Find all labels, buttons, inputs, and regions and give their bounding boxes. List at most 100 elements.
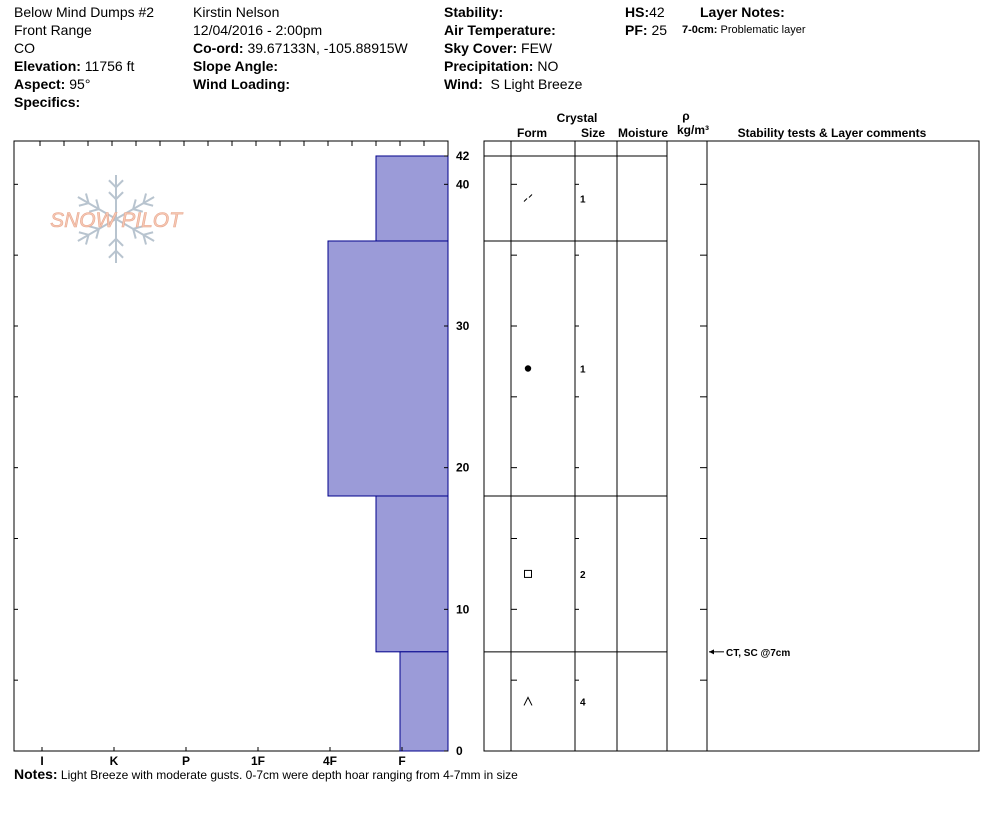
slope-label: Slope Angle: bbox=[193, 58, 279, 74]
aspect-label: Aspect: bbox=[14, 76, 66, 92]
observer-name: Kirstin Nelson bbox=[193, 4, 280, 20]
snowflake-branch bbox=[132, 225, 144, 230]
header-col1: Below Mind Dumps #2 Front Range CO Eleva… bbox=[14, 3, 154, 111]
wind-label: Wind: bbox=[444, 76, 483, 92]
stability-test-annotation: CT, SC @7cm bbox=[726, 648, 790, 659]
decomposing-grain-icon bbox=[523, 194, 533, 202]
snowflake-arm bbox=[115, 196, 155, 220]
form-header: Form bbox=[517, 126, 547, 140]
layer-notes-title: Layer Notes: bbox=[700, 3, 806, 21]
header-col2: Kirstin Nelson 12/04/2016 - 2:00pm Co-or… bbox=[193, 3, 408, 93]
sky-value: FEW bbox=[521, 40, 553, 56]
hardness-axis-label: 1F bbox=[251, 754, 265, 768]
wind-loading-label: Wind Loading: bbox=[193, 76, 291, 92]
layer-table-frame bbox=[483, 140, 980, 752]
depth-tick-label: 20 bbox=[456, 461, 470, 475]
precip-row: Precipitation: NO bbox=[444, 57, 582, 75]
precip-value: NO bbox=[537, 58, 559, 74]
hardness-axis-label: K bbox=[110, 754, 119, 768]
hardness-bar bbox=[375, 155, 449, 242]
notes-text: Light Breeze with moderate gusts. 0-7cm … bbox=[60, 768, 518, 782]
hs-label: HS: bbox=[625, 4, 650, 20]
specifics-row: Specifics: bbox=[14, 93, 154, 111]
elevation-value: 11756 ft bbox=[84, 58, 135, 74]
header-col4: HS:42 PF: 25 bbox=[625, 3, 667, 39]
precip-label: Precipitation: bbox=[444, 58, 534, 74]
hardness-axis-label: I bbox=[40, 754, 43, 768]
notes-row: Notes: Light Breeze with moderate gusts.… bbox=[14, 766, 518, 782]
observation-datetime: 12/04/2016 - 2:00pm bbox=[193, 22, 323, 38]
hardness-bar bbox=[375, 495, 449, 653]
stability-row: Stability: bbox=[444, 3, 582, 21]
snowflake-branch bbox=[115, 179, 124, 189]
layer-note-range: 7-0cm: bbox=[682, 24, 718, 36]
wind-value: S Light Breeze bbox=[490, 76, 583, 92]
hs-value: 42 bbox=[649, 4, 665, 20]
depth-tick-label: 42 bbox=[456, 149, 470, 163]
coord-row: Co-ord: 39.67133N, -105.88915W bbox=[193, 39, 408, 57]
air-temp-row: Air Temperature: bbox=[444, 21, 582, 39]
pf-row: PF: 25 bbox=[625, 21, 667, 39]
header-col3: Stability: Air Temperature: Sky Cover: F… bbox=[444, 3, 582, 93]
snowflake-icon bbox=[77, 175, 155, 263]
layer-notes: Layer Notes: 7-0cm: Problematic layer bbox=[682, 3, 806, 39]
snowpilot-logo: SNOW PILOT bbox=[50, 175, 184, 263]
pf-value: 25 bbox=[651, 22, 668, 38]
snowflake-branch bbox=[108, 179, 117, 189]
snowflake-arm bbox=[77, 218, 117, 242]
specifics-label: Specifics: bbox=[14, 94, 81, 110]
hs-row: HS:42 bbox=[625, 3, 667, 21]
snowflake-branch bbox=[88, 225, 100, 230]
hardness-bar bbox=[327, 240, 449, 497]
aspect-row: Aspect: 95° bbox=[14, 75, 154, 93]
snowflake-branch bbox=[108, 191, 117, 200]
snowflake-branch bbox=[85, 234, 90, 245]
coord-value: 39.67133N, -105.88915W bbox=[247, 40, 408, 56]
crystal-size-label: 4 bbox=[580, 697, 586, 708]
hardness-axis-label: 4F bbox=[323, 754, 337, 768]
snowflake-branch bbox=[108, 238, 117, 247]
depth-tick-label: 10 bbox=[456, 602, 470, 616]
snowflake-branch bbox=[115, 191, 124, 200]
hardness-axis-label: P bbox=[182, 754, 190, 768]
layer-note-row: 7-0cm: Problematic layer bbox=[682, 21, 806, 39]
snowflake-branch bbox=[88, 208, 100, 213]
pf-label: PF: bbox=[625, 22, 648, 38]
air-temp-label: Air Temperature: bbox=[444, 22, 556, 38]
snowflake-branch bbox=[115, 238, 124, 247]
snowflake-branch bbox=[132, 199, 137, 210]
aspect-value: 95° bbox=[69, 76, 91, 92]
site-range: Front Range bbox=[14, 22, 92, 38]
elevation-row: Elevation: 11756 ft bbox=[14, 57, 154, 75]
size-header: Size bbox=[581, 126, 605, 140]
depth-tick-label: 0 bbox=[456, 744, 463, 758]
layer-note-text: Problematic layer bbox=[720, 24, 806, 36]
snowflake-branch bbox=[95, 228, 100, 239]
depth-tick-label: 30 bbox=[456, 319, 470, 333]
sky-row: Sky Cover: FEW bbox=[444, 39, 582, 57]
sky-label: Sky Cover: bbox=[444, 40, 518, 56]
wind-row: Wind: S Light Breeze bbox=[444, 75, 582, 93]
snowflake-branch bbox=[78, 231, 89, 236]
logo-text: SNOW PILOT bbox=[50, 209, 184, 232]
snowflake-branch bbox=[142, 193, 147, 204]
comments-header: Stability tests & Layer comments bbox=[738, 126, 927, 140]
rounded-grain-icon bbox=[524, 365, 532, 372]
hardness-axis-label: F bbox=[398, 754, 405, 768]
site-name: Below Mind Dumps #2 bbox=[14, 4, 155, 20]
snowflake-branch bbox=[143, 202, 154, 207]
notes-label: Notes: bbox=[14, 766, 58, 782]
snowflake-branch bbox=[85, 193, 90, 204]
site-state: CO bbox=[14, 40, 35, 56]
crystal-size-label: 1 bbox=[580, 364, 586, 375]
snowflake-arm bbox=[115, 218, 155, 242]
elevation-label: Elevation: bbox=[14, 58, 81, 74]
hardness-bar bbox=[399, 651, 449, 752]
snowflake-branch bbox=[78, 202, 89, 207]
snowflake-branch bbox=[132, 228, 137, 239]
density-unit-header: kg/m³ bbox=[677, 123, 709, 137]
crystal-size-label: 1 bbox=[580, 194, 586, 205]
snowflake-branch bbox=[143, 231, 154, 236]
slope-row: Slope Angle: bbox=[193, 57, 408, 75]
